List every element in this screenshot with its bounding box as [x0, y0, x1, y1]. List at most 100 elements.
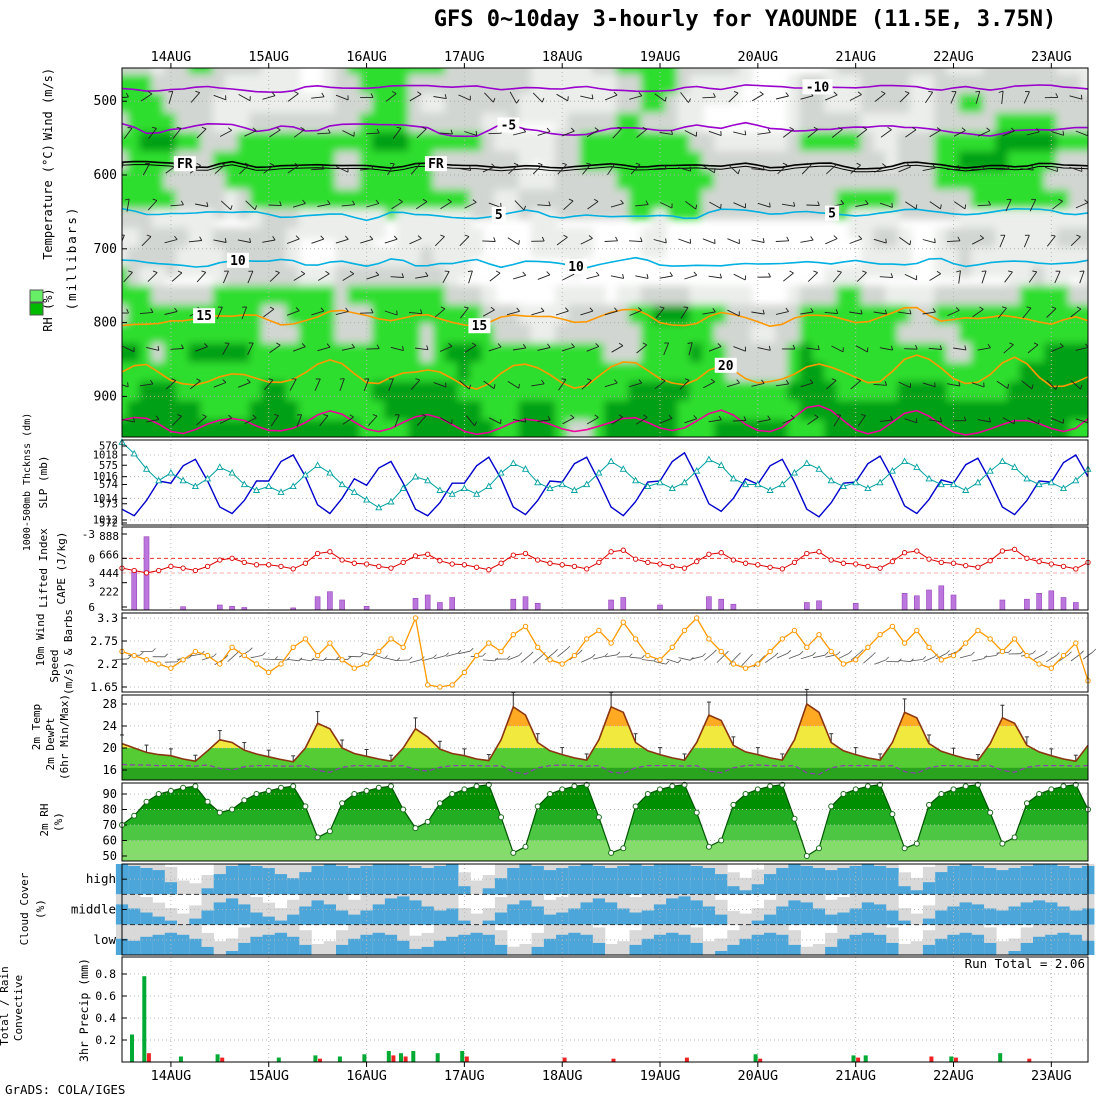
cloud-blue — [543, 870, 557, 895]
precip-conv-bar — [562, 1057, 567, 1062]
chart-rect — [121, 612, 1089, 693]
chart-line — [311, 96, 325, 99]
chart-line — [345, 307, 349, 312]
wind10-marker — [351, 665, 357, 671]
chart-line — [181, 344, 184, 349]
thickness-marker — [350, 488, 358, 495]
axis-label-2m-dewpt: 2m DewPt — [44, 718, 57, 771]
chart-line — [188, 240, 202, 243]
chart-line — [1002, 130, 1015, 137]
cape-bar — [938, 585, 945, 611]
axis-label-temperature: Temperature (°C) — [41, 144, 55, 260]
cape-bar — [901, 592, 908, 611]
precip-total-bar — [130, 1034, 134, 1062]
chart-rect — [652, 227, 668, 258]
chart-line — [636, 344, 648, 354]
chart-line — [376, 344, 380, 349]
chart-line — [152, 648, 156, 652]
cloud-blue — [776, 934, 789, 955]
thickness-marker — [962, 486, 970, 493]
cloud-blue — [519, 864, 532, 895]
cape-tick-label: 888 — [99, 530, 119, 543]
chart-line — [810, 308, 814, 313]
chart-line — [408, 311, 422, 315]
cloud-blue — [922, 944, 936, 955]
lifted-index-marker — [889, 558, 896, 565]
chart-line — [366, 203, 380, 208]
wind10-marker — [156, 661, 162, 667]
cloud-blue — [274, 874, 288, 895]
cloud-blue — [421, 868, 435, 895]
contour-line — [122, 164, 1088, 173]
cloud-blue — [1020, 866, 1034, 895]
chart-line — [321, 92, 325, 98]
wind10-marker — [865, 644, 871, 650]
chart-line — [744, 130, 747, 136]
wind10-marker — [853, 657, 859, 663]
slp-line — [121, 451, 1089, 518]
chart-line — [339, 378, 345, 392]
cloud-blue — [250, 866, 263, 895]
chart-line — [447, 198, 452, 203]
lifted-index-marker — [742, 560, 749, 566]
chart-line — [545, 651, 555, 661]
chart-line — [122, 345, 135, 353]
chart-line — [293, 346, 306, 352]
chart-line — [654, 93, 666, 102]
chart-line — [561, 346, 575, 352]
chart-line — [800, 239, 814, 243]
chart-line — [237, 239, 251, 243]
wind10-marker — [926, 644, 932, 650]
chart-line — [769, 202, 771, 208]
chart-rect — [122, 343, 130, 373]
chart-line — [224, 238, 227, 243]
thickness-marker — [424, 476, 432, 484]
cloud-gray — [470, 880, 483, 895]
chart-line — [263, 308, 275, 318]
rh2m-marker — [1048, 786, 1055, 793]
chart-line — [654, 661, 666, 665]
chart-rect — [542, 93, 558, 124]
chart-line — [292, 202, 306, 208]
wind10-marker — [1048, 665, 1055, 671]
chart-rect — [122, 767, 1088, 780]
chart-line — [615, 236, 618, 242]
chart-line — [856, 378, 861, 382]
cloud-blue — [433, 910, 447, 925]
rh2m-marker — [265, 787, 272, 794]
date-label-top: 21AUG — [835, 49, 876, 65]
wind10-tick-label: 1.65 — [90, 680, 118, 694]
cloud-gray — [225, 938, 239, 955]
chart-line — [150, 379, 154, 385]
chart-rect — [121, 694, 1089, 781]
date-label-bottom: 20AUG — [738, 1068, 779, 1084]
chart-line — [826, 164, 837, 175]
chart-line — [637, 307, 642, 311]
chart-line — [410, 164, 421, 175]
rh2m-marker — [143, 798, 150, 805]
chart-rect — [1080, 247, 1088, 278]
cloud-blue — [482, 934, 496, 955]
rh2m-tick-label: 90 — [103, 787, 117, 801]
chart-line — [490, 306, 495, 311]
chart-line — [360, 168, 374, 171]
chart-rect — [1080, 170, 1088, 201]
rh2m-marker — [595, 814, 602, 821]
chart-line — [177, 270, 183, 274]
chart-rect — [934, 247, 949, 278]
chart-rect — [122, 112, 130, 143]
chart-line — [415, 378, 420, 381]
chart-rect — [237, 419, 252, 437]
chart-line — [222, 379, 227, 383]
chart-line — [629, 653, 633, 657]
chart-line — [751, 93, 764, 102]
cloud-blue — [898, 886, 911, 895]
chart-line — [757, 132, 771, 135]
chart-line — [349, 414, 354, 418]
rh2m-tick-label: 50 — [103, 849, 117, 863]
cloud-blue — [653, 904, 667, 925]
contour-label-bg — [714, 357, 737, 373]
wind10-marker — [938, 657, 944, 663]
chart-line — [884, 380, 888, 386]
wind10-marker — [718, 648, 724, 655]
